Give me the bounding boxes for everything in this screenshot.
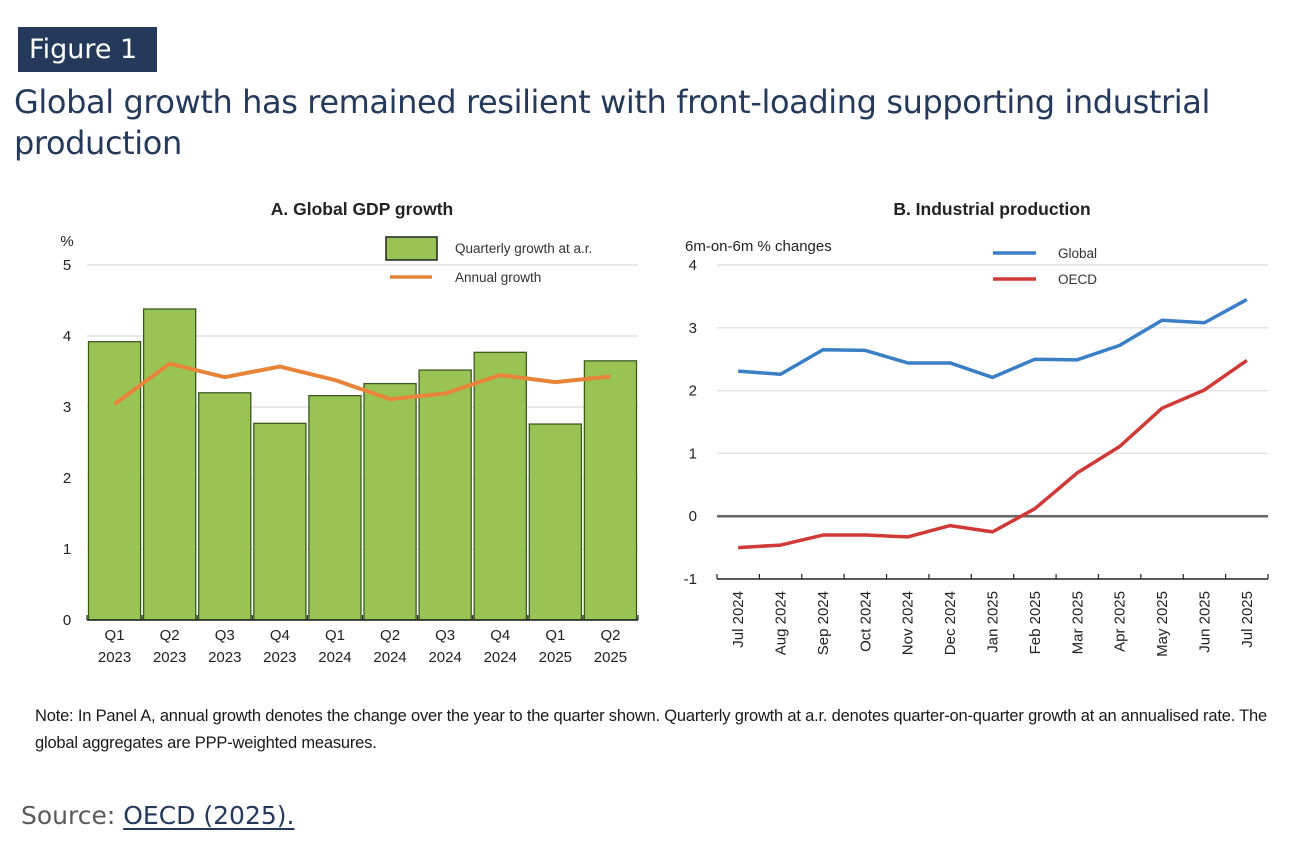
panel-a-x-label-year: 2024 [318, 649, 351, 666]
panel-b-x-label: Dec 2024 [942, 591, 959, 655]
panel-b-x-label: Jul 2025 [1239, 591, 1256, 648]
quarterly-growth-bar [528, 423, 583, 621]
panel-a-y-unit: % [60, 233, 73, 250]
panel-b-legend: Global OECD [993, 246, 1097, 287]
panel-b-y-unit: 6m-on-6m % changes [685, 238, 832, 255]
panel-b-x-label: Nov 2024 [900, 591, 917, 655]
panel-a-x-label-year: 2024 [428, 649, 461, 666]
quarterly-growth-bar [87, 341, 142, 621]
panel-a-x-label-quarter: Q3 [435, 627, 455, 644]
annual-growth-line [113, 361, 611, 406]
legend-swatch-quarterly [385, 236, 438, 261]
panel-b-x-label: Jul 2024 [730, 591, 747, 648]
panel-b-industrial-production: B. Industrial production 6m-on-6m % chan… [684, 199, 1269, 657]
panel-a-x-label-quarter: Q3 [215, 627, 235, 644]
panel-b-x-label: Feb 2025 [1027, 591, 1044, 654]
panel-a-legend: Quarterly growth at a.r. Annual growth [385, 236, 592, 285]
quarterly-growth-bar [253, 422, 307, 621]
legend-label-quarterly: Quarterly growth at a.r. [455, 241, 592, 256]
panel-a-x-label-quarter: Q1 [545, 627, 565, 644]
legend-label-annual: Annual growth [455, 270, 541, 285]
quarterly-growth-bar [198, 392, 252, 621]
quarterly-growth-bar [142, 308, 197, 621]
panel-a-title: A. Global GDP growth [271, 199, 453, 219]
panel-a-gdp-growth: A. Global GDP growth % 0 1 2 3 4 5 Q1 2023 Q2 20… [60, 199, 639, 666]
panel-a-y-tick: 4 [63, 328, 71, 345]
figure-note: Note: In Panel A, annual growth denotes … [35, 707, 1267, 752]
figure-title: Global growth has remained resilient wit… [14, 83, 1210, 162]
panel-b-x-label: Mar 2025 [1069, 591, 1086, 654]
panel-b-y-tick: 3 [689, 320, 697, 337]
source-label: Source: [21, 801, 116, 830]
panel-b-y-tick: 2 [689, 383, 697, 400]
panel-a-y-tick: 5 [63, 257, 71, 274]
panel-a-x-label-quarter: Q4 [490, 627, 510, 644]
legend-label-oecd: OECD [1058, 272, 1097, 287]
panel-b-x-label: Jun 2025 [1196, 591, 1213, 653]
panel-a-x-label-year: 2023 [263, 649, 296, 666]
panel-b-y-tick: 0 [689, 508, 697, 525]
figure-source: Source: OECD (2025). [21, 801, 294, 830]
panel-a-x-label-year: 2023 [208, 649, 241, 666]
panel-b-y-tick: -1 [684, 571, 697, 588]
panel-b-x-label: Jan 2025 [985, 591, 1002, 653]
panel-b-x-label: May 2025 [1154, 591, 1171, 657]
panel-a-x-label-year: 2024 [484, 649, 517, 666]
source-link[interactable]: OECD (2025). [123, 801, 295, 830]
panel-a-y-tick: 0 [63, 612, 71, 629]
quarterly-growth-bar [363, 382, 417, 621]
oecd-line [738, 359, 1248, 550]
global-line [738, 298, 1248, 380]
panel-b-x-label: Oct 2024 [857, 591, 874, 652]
panel-a-y-tick: 3 [63, 399, 71, 416]
panel-a-x-label-year: 2023 [153, 649, 186, 666]
panel-a-x-label-year: 2025 [594, 649, 627, 666]
panel-a-y-tick: 2 [63, 470, 71, 487]
panel-a-x-label-quarter: Q1 [325, 627, 345, 644]
panel-b-x-label: Aug 2024 [773, 591, 790, 655]
quarterly-growth-bar [308, 394, 362, 621]
panel-a-x-label-quarter: Q2 [380, 627, 400, 644]
panel-b-title: B. Industrial production [893, 199, 1090, 219]
panel-b-y-tick: 4 [689, 257, 697, 274]
panel-b-y-tick: 1 [689, 445, 697, 462]
panel-a-y-tick: 1 [63, 541, 71, 558]
panel-a-x-label-quarter: Q4 [270, 627, 290, 644]
legend-label-global: Global [1058, 246, 1097, 261]
panel-b-x-label: Sep 2024 [815, 591, 832, 655]
figure-badge: Figure 1 [18, 27, 157, 72]
panel-b-x-label: Apr 2025 [1112, 591, 1129, 652]
panel-a-x-label-quarter: Q2 [160, 627, 180, 644]
panel-a-x-label-quarter: Q2 [600, 627, 620, 644]
quarterly-growth-bar [473, 351, 527, 621]
panel-a-x-label-year: 2024 [373, 649, 406, 666]
panel-a-x-label-year: 2023 [98, 649, 131, 666]
quarterly-growth-bar [583, 360, 638, 621]
quarterly-growth-bar [418, 369, 472, 621]
panel-a-x-label-year: 2025 [539, 649, 572, 666]
panel-a-x-label-quarter: Q1 [105, 627, 125, 644]
